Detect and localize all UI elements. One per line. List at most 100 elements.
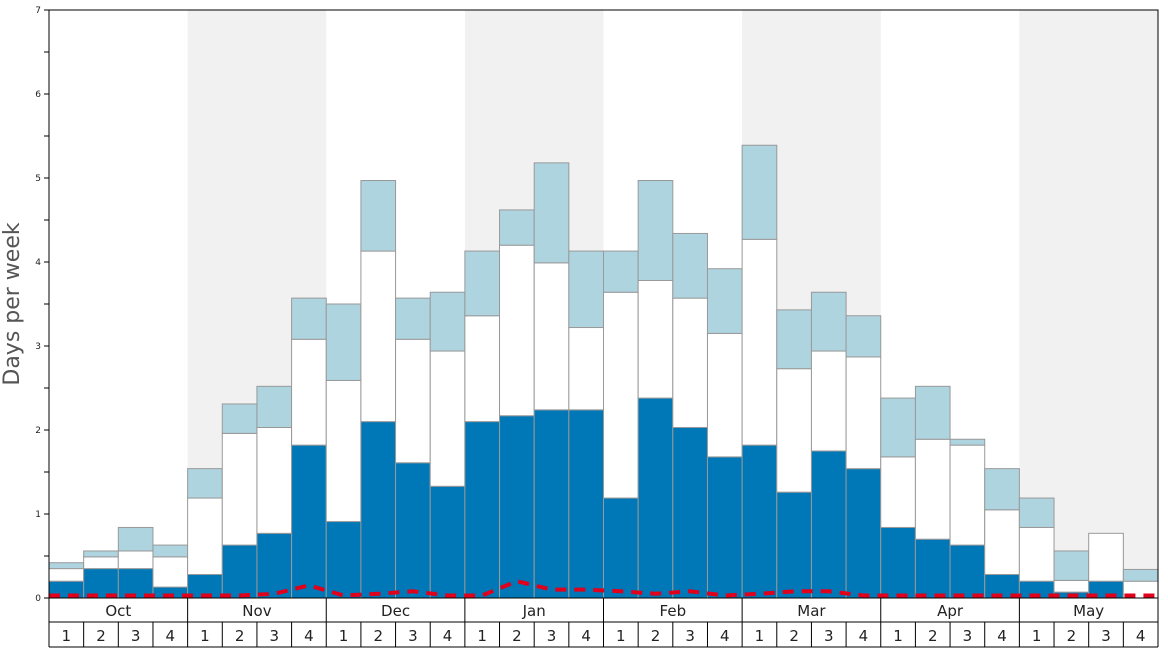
bar-segment-top (845, 315, 882, 358)
bar-segment-top (533, 162, 570, 264)
bar-segment-middle (395, 338, 431, 464)
bar-segment-top (429, 291, 466, 352)
week-label: 4 (997, 627, 1007, 645)
bar-segment-top (603, 250, 639, 293)
week-label: 4 (1136, 627, 1146, 645)
bar-segment-top (464, 250, 501, 317)
trend-line-layer (49, 579, 1158, 598)
week-label: 1 (339, 627, 349, 645)
bar-segment-top (706, 268, 743, 334)
week-label: 2 (96, 627, 106, 645)
week-label: 3 (824, 627, 834, 645)
bar-segment-middle (984, 509, 1020, 575)
month-label: Jan (522, 602, 546, 620)
bar-segment-middle (706, 332, 743, 458)
month-label: Dec (381, 602, 410, 620)
week-label: 4 (859, 627, 869, 645)
bar-segment-middle (499, 244, 535, 417)
bar-segment-middle (221, 432, 258, 546)
bar-segment-middle (776, 368, 812, 493)
bar-segment-top (395, 297, 431, 340)
week-label: 2 (1067, 627, 1077, 645)
bar-segment-bottom (499, 415, 535, 599)
bar-segment-middle (533, 262, 570, 411)
bar-segment-middle (1053, 579, 1090, 593)
bar-segment-bottom (256, 532, 293, 599)
bar-segment-middle (325, 379, 362, 523)
month-label: Feb (660, 602, 687, 620)
bar-segment-bottom (533, 409, 570, 599)
bar-segment-top (256, 385, 293, 428)
bar-segment-middle (603, 291, 639, 499)
bar-segment-bottom (637, 397, 674, 599)
week-label: 3 (685, 627, 695, 645)
bar-segment-middle (291, 338, 327, 446)
bar-segment-bottom (603, 497, 639, 599)
week-label: 1 (477, 627, 487, 645)
bar-segment-top (83, 550, 119, 558)
week-label: 2 (373, 627, 383, 645)
bar-segment-top (360, 180, 397, 252)
bar-segment-bottom (810, 450, 847, 599)
bar-segment-top (48, 562, 85, 570)
month-label: Nov (242, 602, 271, 620)
bar-segment-bottom (291, 444, 327, 599)
month-label: May (1073, 602, 1104, 620)
week-label: 3 (131, 627, 141, 645)
bar-segment-top (568, 250, 604, 329)
week-label: 1 (616, 627, 626, 645)
bar-segment-top (1018, 497, 1055, 528)
bar-segment-middle (48, 568, 85, 582)
y-tick-label: 6 (35, 90, 41, 100)
week-label: 1 (893, 627, 903, 645)
bar-segment-middle (810, 350, 847, 452)
week-label: 1 (1032, 627, 1042, 645)
bar-segment-middle (672, 297, 708, 428)
y-axis-label: Days per week (0, 222, 25, 385)
bar-segment-top (637, 180, 674, 281)
month-label: Mar (797, 602, 826, 620)
bars (48, 144, 1159, 599)
y-tick-label: 5 (35, 174, 41, 184)
bar-segment-top (291, 297, 327, 340)
week-label: 4 (581, 627, 591, 645)
bar-segment-middle (914, 438, 951, 540)
week-label: 3 (1101, 627, 1111, 645)
bar-segment-top (117, 526, 154, 552)
week-label: 2 (651, 627, 661, 645)
bar-segment-top (325, 303, 362, 381)
bar-segment-bottom (360, 421, 397, 599)
bar-segment-top (1122, 568, 1159, 582)
bar-segment-bottom (672, 426, 708, 599)
bar-segment-bottom (776, 491, 812, 599)
bar-segment-bottom (395, 462, 431, 599)
week-label: 1 (200, 627, 210, 645)
bar-segment-middle (1018, 526, 1055, 582)
week-label: 2 (789, 627, 799, 645)
series-line (49, 579, 1158, 598)
bar-segment-middle (568, 327, 604, 411)
bar-segment-bottom (914, 538, 951, 599)
y-tick-label: 2 (35, 426, 41, 436)
y-tick-label: 1 (35, 510, 41, 520)
bar-segment-middle (1088, 532, 1124, 582)
bar-segment-top (810, 291, 847, 352)
bar-segment-middle (360, 250, 397, 423)
bar-segment-middle (187, 497, 223, 575)
week-label: 4 (443, 627, 453, 645)
bar-segment-middle (637, 279, 674, 399)
week-label: 4 (304, 627, 314, 645)
y-tick-label: 4 (35, 258, 41, 268)
week-label: 1 (755, 627, 765, 645)
bar-segment-bottom (117, 568, 154, 599)
bar-segment-middle (83, 556, 119, 570)
bar-segment-top (741, 144, 778, 240)
month-label: Oct (105, 602, 131, 620)
bar-segment-bottom (880, 526, 916, 599)
x-axis: Oct 1 2 3 4 Nov 1 2 3 4 Dec 1 2 3 4 Jan 1 2 3 4 Feb 1 2 3 4 Mar 1 2… (48, 598, 1159, 648)
week-label: 3 (963, 627, 973, 645)
bar-segment-middle (464, 315, 501, 423)
bar-segment-top (949, 438, 986, 446)
bar-segment-middle (152, 556, 189, 588)
